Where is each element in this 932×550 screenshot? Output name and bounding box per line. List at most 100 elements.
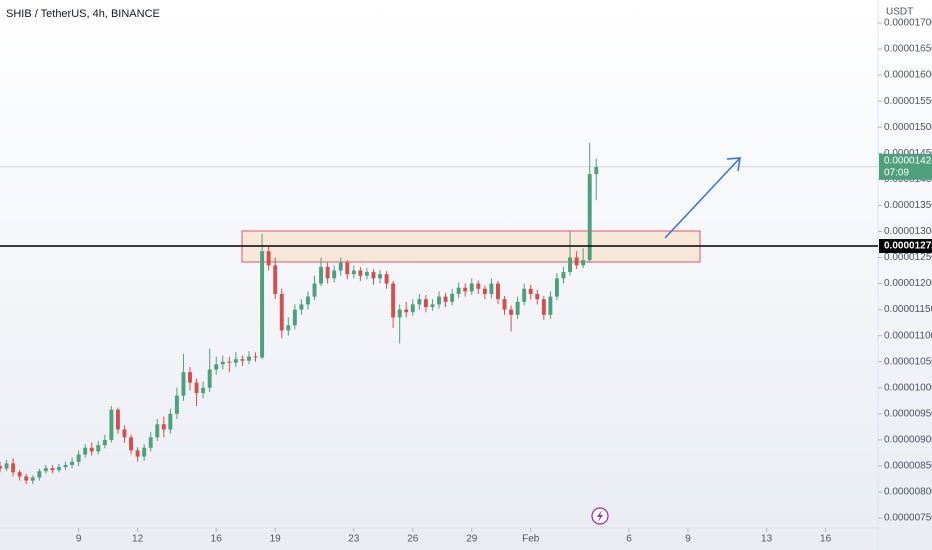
candle-body: [37, 471, 42, 478]
chart-title: SHIB / TetherUS, 4h, BINANCE: [6, 8, 160, 20]
y-tick-label: 0.00001700: [884, 18, 932, 29]
candle-body: [319, 266, 324, 284]
candle-body: [24, 476, 29, 481]
x-tick-label: 26: [407, 534, 419, 545]
candle-body: [410, 304, 415, 313]
last-price-box: [879, 153, 932, 180]
horizontal-line-box: [879, 239, 932, 254]
candle-body: [509, 309, 514, 315]
candle-body: [522, 288, 527, 302]
candle-body: [260, 251, 265, 358]
y-tick-label: 0.00001050: [884, 356, 932, 367]
candle-body: [201, 387, 206, 394]
countdown-label: 07:09: [884, 167, 909, 178]
x-tick-label: 13: [761, 534, 773, 545]
marks: [0, 142, 878, 485]
candle-body: [286, 325, 291, 331]
candle-body: [554, 278, 559, 297]
y-tick-label: 0.00000900: [884, 435, 932, 446]
candle-body: [502, 299, 507, 310]
candle-body: [423, 299, 428, 308]
candle-body: [312, 283, 317, 297]
candle-body: [391, 283, 396, 318]
candle-body: [17, 472, 22, 477]
candle-body: [581, 260, 586, 266]
x-tick-label: 29: [466, 534, 478, 545]
candle-body: [515, 301, 520, 315]
candle-body: [161, 424, 166, 430]
candle-body: [227, 361, 232, 363]
candle-body: [364, 272, 369, 276]
y-tick-label: 0.00000750: [884, 513, 932, 524]
x-tick-label: 12: [132, 534, 144, 545]
y-tick-label: 0.00001300: [884, 226, 932, 237]
horizontal-line-label: 0.00001272: [884, 241, 932, 252]
candle-body: [102, 439, 107, 446]
candle-body: [0, 465, 2, 469]
candle-body: [188, 372, 192, 383]
arrow-head: [726, 157, 741, 172]
y-tick-label: 0.00001200: [884, 278, 932, 289]
candle-body: [89, 447, 94, 452]
candle-body: [417, 299, 422, 305]
candle-body: [279, 293, 284, 331]
y-tick-label: 0.00001650: [884, 44, 932, 55]
candle-body: [115, 409, 120, 430]
candle-body: [574, 257, 579, 266]
candle-body: [240, 359, 245, 361]
candle-body: [194, 382, 199, 394]
candle-body: [11, 463, 16, 473]
candle-body: [63, 464, 68, 468]
candle-body: [305, 296, 310, 305]
last-price-label: 0.00001424: [884, 155, 932, 166]
candle-body: [587, 174, 592, 261]
candle-body: [325, 266, 330, 279]
candle-body: [148, 437, 153, 448]
candle-body: [443, 296, 448, 302]
candle-body: [220, 361, 225, 365]
candle-body: [332, 270, 337, 279]
candle-body: [358, 270, 363, 276]
candle-body: [450, 293, 455, 302]
y-tick-label: 0.00001150: [884, 304, 932, 315]
x-tick-label: 23: [348, 534, 360, 545]
candle-body: [233, 359, 238, 363]
candle-body: [397, 309, 402, 318]
candle-body: [378, 274, 382, 279]
arrow: [664, 157, 741, 239]
y-tick-label: 0.00001100: [884, 330, 932, 341]
candle-body: [292, 309, 297, 326]
candle-body: [4, 463, 9, 469]
y-tick-label: 0.00001000: [884, 382, 932, 393]
y-tick-label: 0.00001550: [884, 96, 932, 107]
candle-body: [371, 272, 376, 279]
candle-body: [50, 468, 55, 471]
candle-body: [43, 468, 48, 472]
candle-body: [135, 450, 140, 457]
candle-body: [142, 447, 147, 457]
candle-body: [437, 296, 441, 305]
candle-body: [129, 437, 134, 451]
x-tick-label: 6: [626, 534, 632, 545]
candle-body: [384, 274, 389, 284]
y-tick-label: 0.00000950: [884, 408, 932, 419]
y-tick-label: 0.00001350: [884, 200, 932, 211]
candle-body: [594, 166, 599, 175]
candle-body: [214, 364, 219, 370]
candle-body: [266, 251, 271, 266]
candle-body: [122, 429, 127, 438]
x-tick-label: 19: [270, 534, 282, 545]
candle-body: [247, 356, 251, 361]
candle-body: [456, 287, 461, 294]
y-tick-label: 0.00001500: [884, 122, 932, 133]
candle-body: [561, 272, 566, 279]
candle-body: [469, 283, 474, 292]
candle-body: [404, 309, 409, 313]
candle-body: [548, 296, 553, 315]
candle-body: [568, 257, 573, 273]
y-axis-label: USDT: [886, 7, 913, 18]
x-tick-label: Feb: [522, 534, 540, 545]
candle-body: [351, 270, 356, 275]
